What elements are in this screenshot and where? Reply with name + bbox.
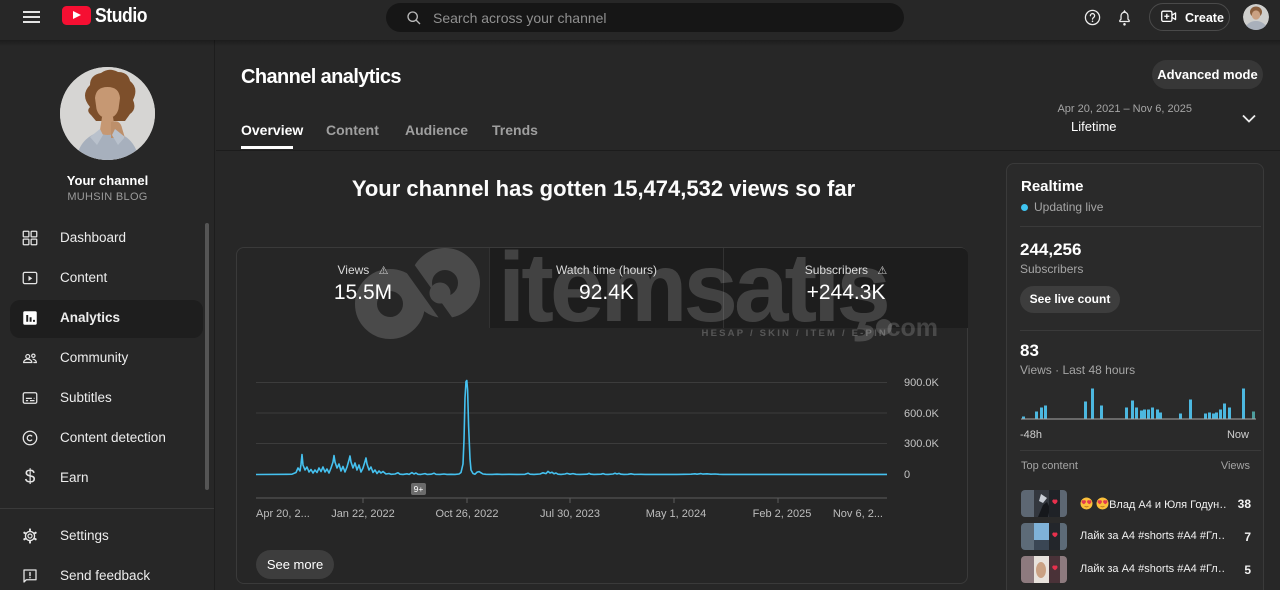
svg-text:600.0K: 600.0K [904,408,940,420]
svg-text:Jul 30, 2023: Jul 30, 2023 [540,508,600,520]
svg-text:Feb 2, 2025: Feb 2, 2025 [753,508,812,520]
svg-text:900.0K: 900.0K [904,377,940,389]
svg-text:Apr 20, 2...: Apr 20, 2... [256,508,310,520]
svg-text:300.0K: 300.0K [904,438,940,450]
svg-text:Jan 22, 2022: Jan 22, 2022 [331,508,395,520]
svg-text:May 1, 2024: May 1, 2024 [646,508,707,520]
svg-text:9+: 9+ [414,484,424,494]
svg-text:0: 0 [904,469,910,481]
svg-text:Oct 26, 2022: Oct 26, 2022 [436,508,499,520]
svg-text:Nov 6, 2...: Nov 6, 2... [833,508,883,520]
